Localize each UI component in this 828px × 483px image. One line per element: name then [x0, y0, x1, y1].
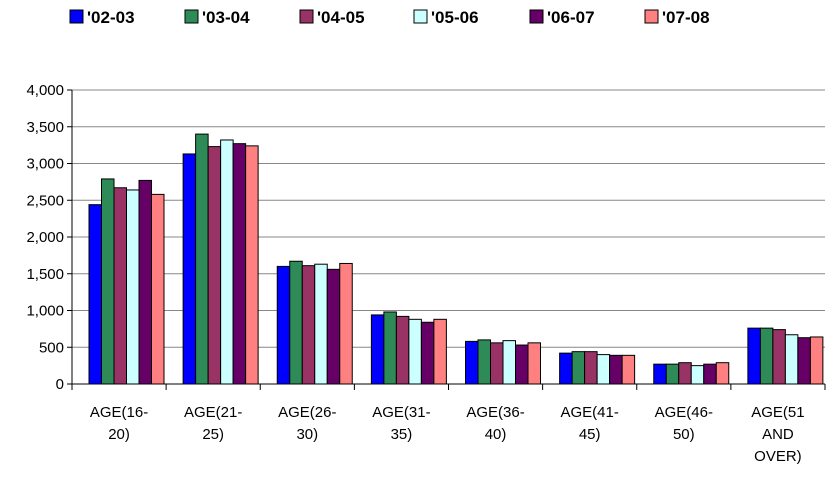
bar: [703, 363, 717, 385]
legend: '02-03 '03-04 '04-05 '05-06 '06-07 '07-08: [69, 8, 710, 27]
legend-label: '07-08: [662, 8, 710, 27]
x-category-label: AGE(16-20): [90, 404, 148, 443]
bar: [784, 334, 799, 385]
x-category-label: AGE(46-50): [655, 404, 713, 443]
axes: [71, 90, 826, 390]
legend-label: '04-05: [317, 8, 365, 27]
bar: [433, 318, 447, 385]
y-tick-label: 500: [39, 339, 64, 356]
x-category-label: AGE(31-35): [372, 404, 430, 443]
y-tick-label: 2,000: [26, 229, 64, 246]
legend-swatch: [413, 9, 428, 24]
bar: [314, 263, 328, 385]
bar: [690, 365, 705, 385]
bar: [289, 260, 303, 385]
legend-swatch: [529, 9, 544, 24]
x-category-label: AGE(41-45): [561, 404, 619, 443]
bar: [465, 340, 479, 385]
bar: [195, 133, 209, 385]
y-tick-label: 2,500: [26, 192, 64, 209]
bar: [527, 342, 541, 385]
bar: [101, 178, 115, 385]
legend-swatch: [299, 9, 314, 24]
bar: [383, 311, 397, 385]
bar: [232, 143, 247, 385]
x-category-label: AGE(26-30): [278, 404, 336, 443]
bar: [138, 179, 152, 385]
x-category-label: AGE(36-40): [466, 404, 524, 443]
legend-swatch: [184, 9, 199, 24]
bar: [772, 329, 786, 385]
bar: [571, 351, 586, 385]
bar: [515, 344, 529, 385]
bar: [502, 340, 516, 385]
bar: [759, 327, 774, 385]
bar: [151, 193, 165, 385]
bar: [370, 314, 385, 385]
bar: [420, 321, 435, 385]
bar: [747, 327, 761, 385]
bar: [88, 204, 102, 385]
bars: [88, 133, 824, 385]
y-tick-label: 0: [56, 376, 64, 393]
y-tick-label: 1,000: [26, 303, 64, 320]
y-tick-label: 1,500: [26, 266, 64, 283]
legend-label: '03-04: [202, 8, 250, 27]
bar: [809, 336, 824, 385]
legend-label: '06-07: [547, 8, 595, 27]
bar: [339, 262, 353, 385]
bar: [182, 153, 197, 385]
bar: [596, 354, 611, 385]
bar: [609, 354, 623, 385]
bar: [408, 318, 422, 385]
bar: [665, 363, 680, 385]
legend-label: '02-03: [87, 8, 135, 27]
bar: [395, 315, 410, 385]
bar: [245, 145, 259, 385]
bar: [797, 337, 811, 385]
x-category-label: AGE(51 AND OVER): [751, 404, 804, 465]
bar: [276, 265, 291, 385]
bar: [477, 339, 491, 385]
bar: [301, 265, 316, 385]
legend-swatch: [644, 9, 659, 24]
bar: [490, 342, 504, 385]
bar: [584, 351, 598, 385]
legend-swatch: [69, 9, 84, 24]
bar: [326, 268, 341, 385]
y-tick-label: 3,500: [26, 119, 64, 136]
bar: [113, 187, 127, 385]
bar: [207, 146, 222, 385]
bar: [126, 189, 140, 385]
legend-label: '05-06: [431, 8, 479, 27]
bar: [621, 354, 636, 385]
x-axis-labels: AGE(16-20) AGE(21-25) AGE(26-30) AGE(31-35)…: [90, 404, 805, 465]
bar: [715, 362, 730, 385]
y-axis-ticks: 0 500 1,000 1,500 2,000 2,500 3,000 3,500 4,000: [26, 82, 72, 393]
bar: [559, 352, 573, 385]
y-tick-label: 4,000: [26, 82, 64, 99]
bar: [678, 362, 692, 385]
bar: [220, 139, 234, 385]
y-tick-label: 3,000: [26, 156, 64, 173]
x-category-label: AGE(21-25): [184, 404, 242, 443]
bar: [653, 363, 667, 385]
